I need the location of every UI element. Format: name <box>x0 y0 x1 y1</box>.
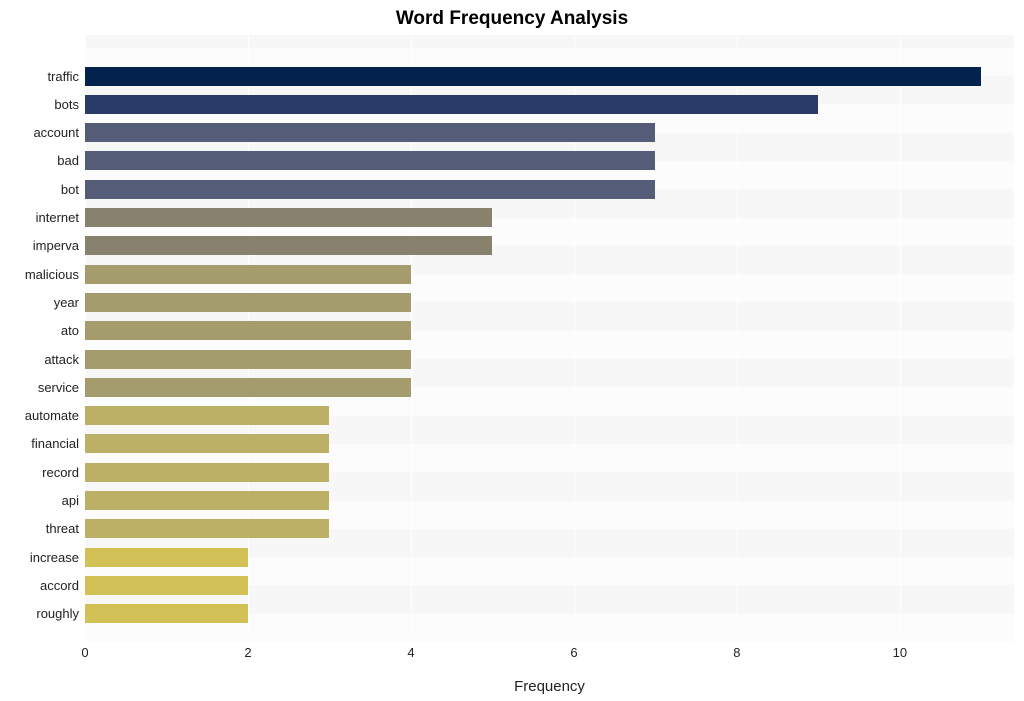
bar <box>85 151 655 170</box>
x-tick-label: 10 <box>893 645 907 660</box>
y-tick-label: increase <box>30 550 79 565</box>
y-tick-label: threat <box>46 521 79 536</box>
bar <box>85 576 248 595</box>
bar <box>85 236 492 255</box>
bar <box>85 265 411 284</box>
bar <box>85 604 248 623</box>
bar <box>85 463 329 482</box>
x-tick-label: 6 <box>570 645 577 660</box>
y-tick-label: internet <box>36 210 79 225</box>
y-tick-label: bots <box>54 97 79 112</box>
y-tick-label: ato <box>61 323 79 338</box>
y-tick-label: automate <box>25 408 79 423</box>
x-tick-label: 4 <box>407 645 414 660</box>
word-frequency-chart: Word Frequency Analysis Frequency traffi… <box>0 0 1024 701</box>
x-tick-label: 8 <box>733 645 740 660</box>
bar <box>85 434 329 453</box>
bar <box>85 350 411 369</box>
y-tick-label: account <box>33 125 79 140</box>
bar <box>85 67 981 86</box>
y-tick-label: bot <box>61 182 79 197</box>
bar <box>85 123 655 142</box>
bar <box>85 519 329 538</box>
bar <box>85 378 411 397</box>
bar <box>85 180 655 199</box>
x-tick-label: 0 <box>81 645 88 660</box>
bar <box>85 548 248 567</box>
y-tick-label: service <box>38 380 79 395</box>
bar <box>85 208 492 227</box>
y-tick-label: imperva <box>33 238 79 253</box>
x-axis-title: Frequency <box>85 678 1014 695</box>
y-tick-label: bad <box>57 153 79 168</box>
y-tick-label: year <box>54 295 79 310</box>
y-tick-label: record <box>42 465 79 480</box>
y-tick-label: accord <box>40 578 79 593</box>
bar <box>85 321 411 340</box>
y-tick-label: traffic <box>47 69 79 84</box>
chart-title: Word Frequency Analysis <box>0 8 1024 30</box>
x-tick-label: 2 <box>244 645 251 660</box>
plot-area <box>85 35 1014 637</box>
y-tick-label: roughly <box>36 606 79 621</box>
bar <box>85 491 329 510</box>
y-tick-label: malicious <box>25 267 79 282</box>
bar <box>85 293 411 312</box>
y-tick-label: api <box>62 493 79 508</box>
y-tick-label: financial <box>31 436 79 451</box>
y-tick-label: attack <box>44 352 79 367</box>
bar <box>85 95 818 114</box>
bar <box>85 406 329 425</box>
